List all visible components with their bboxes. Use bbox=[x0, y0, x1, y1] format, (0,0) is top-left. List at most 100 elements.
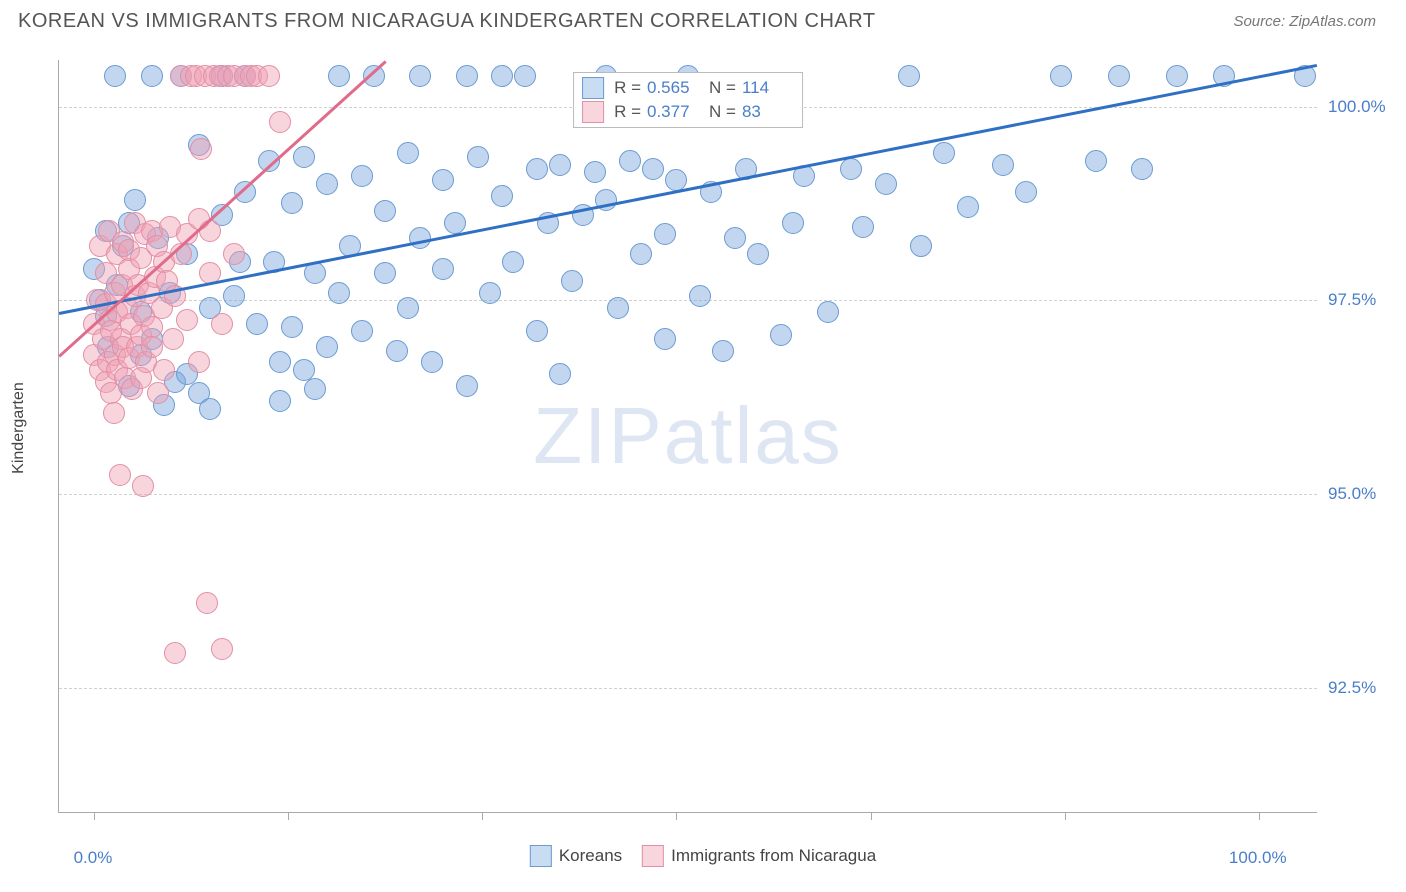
scatter-point bbox=[607, 297, 629, 319]
scatter-point bbox=[456, 65, 478, 87]
scatter-point bbox=[526, 320, 548, 342]
scatter-point bbox=[467, 146, 489, 168]
scatter-point bbox=[1108, 65, 1130, 87]
scatter-point bbox=[852, 216, 874, 238]
legend-item-nicaragua: Immigrants from Nicaragua bbox=[642, 845, 876, 867]
watermark: ZIPatlas bbox=[533, 390, 842, 482]
scatter-point bbox=[712, 340, 734, 362]
legend-stats-row: R =0.565N =114 bbox=[582, 76, 794, 100]
scatter-point bbox=[514, 65, 536, 87]
watermark-thin: atlas bbox=[664, 391, 843, 480]
scatter-point bbox=[141, 336, 163, 358]
legend-r-value: 0.565 bbox=[647, 78, 699, 98]
scatter-point bbox=[281, 316, 303, 338]
scatter-point bbox=[147, 382, 169, 404]
scatter-point bbox=[188, 351, 210, 373]
gridline bbox=[59, 300, 1317, 301]
scatter-point bbox=[910, 235, 932, 257]
scatter-point bbox=[103, 402, 125, 424]
scatter-point bbox=[654, 223, 676, 245]
chart-title: KOREAN VS IMMIGRANTS FROM NICARAGUA KIND… bbox=[18, 10, 876, 33]
scatter-point bbox=[491, 65, 513, 87]
scatter-point bbox=[1131, 158, 1153, 180]
chart-header: KOREAN VS IMMIGRANTS FROM NICARAGUA KIND… bbox=[0, 0, 1406, 33]
xtick-label-right: 100.0% bbox=[1229, 848, 1287, 868]
scatter-point bbox=[196, 592, 218, 614]
legend-swatch bbox=[582, 77, 604, 99]
legend-r-value: 0.377 bbox=[647, 102, 699, 122]
scatter-point bbox=[642, 158, 664, 180]
scatter-point bbox=[432, 258, 454, 280]
scatter-point bbox=[549, 154, 571, 176]
legend-r-label: R = bbox=[614, 102, 641, 122]
scatter-point bbox=[162, 328, 184, 350]
legend-r-label: R = bbox=[614, 78, 641, 98]
scatter-point bbox=[211, 313, 233, 335]
scatter-point bbox=[432, 169, 454, 191]
legend-n-value: 114 bbox=[742, 78, 794, 98]
scatter-point bbox=[654, 328, 676, 350]
scatter-point bbox=[374, 200, 396, 222]
scatter-point bbox=[747, 243, 769, 265]
scatter-point bbox=[561, 270, 583, 292]
scatter-point bbox=[619, 150, 641, 172]
scatter-point bbox=[281, 192, 303, 214]
xtick bbox=[871, 812, 872, 820]
scatter-point bbox=[258, 65, 280, 87]
scatter-point bbox=[444, 212, 466, 234]
legend-n-label: N = bbox=[709, 102, 736, 122]
scatter-point bbox=[1015, 181, 1037, 203]
scatter-point bbox=[374, 262, 396, 284]
scatter-point bbox=[223, 243, 245, 265]
scatter-point bbox=[1050, 65, 1072, 87]
xtick bbox=[1259, 812, 1260, 820]
scatter-point bbox=[269, 351, 291, 373]
scatter-point bbox=[351, 165, 373, 187]
scatter-point bbox=[770, 324, 792, 346]
scatter-point bbox=[164, 642, 186, 664]
legend-swatch-koreans bbox=[530, 845, 552, 867]
scatter-point bbox=[328, 65, 350, 87]
legend-swatch-nicaragua bbox=[642, 845, 664, 867]
scatter-point bbox=[153, 359, 175, 381]
scatter-point bbox=[630, 243, 652, 265]
scatter-point bbox=[246, 313, 268, 335]
scatter-point bbox=[293, 359, 315, 381]
xtick bbox=[94, 812, 95, 820]
scatter-point bbox=[104, 65, 126, 87]
plot-area: ZIPatlas R =0.565N =114R =0.377N =83 bbox=[58, 60, 1317, 813]
scatter-point bbox=[1166, 65, 1188, 87]
legend-bottom: Koreans Immigrants from Nicaragua bbox=[530, 845, 876, 867]
scatter-point bbox=[957, 196, 979, 218]
scatter-point bbox=[211, 638, 233, 660]
scatter-point bbox=[584, 161, 606, 183]
scatter-point bbox=[840, 158, 862, 180]
xtick bbox=[482, 812, 483, 820]
scatter-point bbox=[316, 336, 338, 358]
scatter-point bbox=[132, 475, 154, 497]
scatter-point bbox=[1085, 150, 1107, 172]
scatter-point bbox=[479, 282, 501, 304]
scatter-point bbox=[351, 320, 373, 342]
scatter-point bbox=[386, 340, 408, 362]
xtick bbox=[1065, 812, 1066, 820]
scatter-point bbox=[817, 301, 839, 323]
gridline bbox=[59, 688, 1317, 689]
scatter-point bbox=[724, 227, 746, 249]
scatter-point bbox=[875, 173, 897, 195]
chart-source: Source: ZipAtlas.com bbox=[1233, 13, 1376, 30]
scatter-point bbox=[199, 220, 221, 242]
legend-label-nicaragua: Immigrants from Nicaragua bbox=[671, 846, 876, 866]
scatter-point bbox=[190, 138, 212, 160]
legend-stats: R =0.565N =114R =0.377N =83 bbox=[573, 72, 803, 128]
scatter-point bbox=[269, 111, 291, 133]
scatter-point bbox=[223, 285, 245, 307]
legend-n-value: 83 bbox=[742, 102, 794, 122]
scatter-point bbox=[782, 212, 804, 234]
scatter-point bbox=[176, 309, 198, 331]
ytick-label: 97.5% bbox=[1328, 290, 1376, 310]
scatter-point bbox=[109, 464, 131, 486]
scatter-point bbox=[456, 375, 478, 397]
chart-container: Kindergarten ZIPatlas R =0.565N =114R =0… bbox=[18, 48, 1388, 868]
scatter-point bbox=[199, 398, 221, 420]
